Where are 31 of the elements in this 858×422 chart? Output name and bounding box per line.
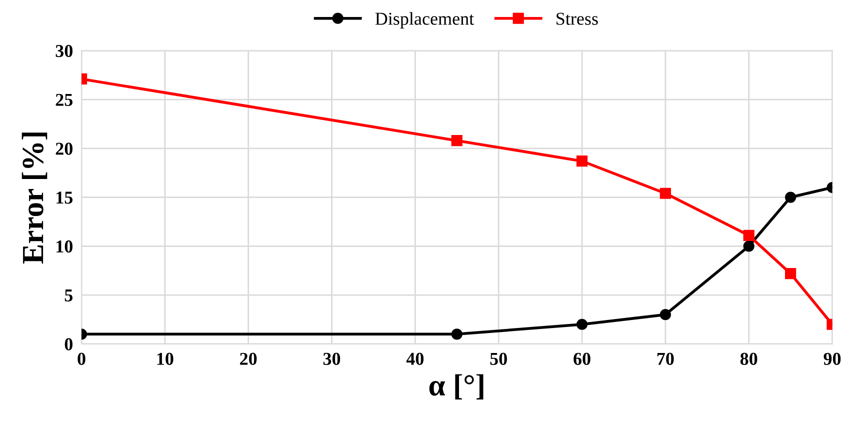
point <box>576 318 588 330</box>
point <box>451 328 462 340</box>
x-tick-label: 70 <box>657 352 674 365</box>
x-tick-label: 30 <box>323 352 340 365</box>
point <box>660 309 671 320</box>
legend-label: Displacement <box>375 12 474 29</box>
x-tick-label: 40 <box>406 352 424 365</box>
x-tick-label: 90 <box>824 352 841 365</box>
x-tick-label: 0 <box>78 352 86 365</box>
y-tick-label: 30 <box>56 44 72 58</box>
point <box>743 230 754 241</box>
x-axis-title: α [°] <box>429 374 484 400</box>
point <box>660 188 671 199</box>
point <box>451 135 462 146</box>
y-tick-label: 15 <box>56 192 73 204</box>
y-axis-title: Error [%] <box>22 132 48 264</box>
legend-label: Stress <box>556 12 598 25</box>
x-tick-label: 80 <box>740 352 758 365</box>
point <box>576 156 588 167</box>
x-tick-label: 20 <box>240 352 257 365</box>
y-tick-label: 25 <box>56 94 73 106</box>
x-tick-label: 50 <box>490 352 507 365</box>
y-tick-label: 10 <box>56 240 72 253</box>
point <box>784 268 796 280</box>
y-tick-label: 0 <box>64 338 72 350</box>
point <box>784 192 796 203</box>
x-tick-label: 10 <box>157 352 174 365</box>
y-tick-label: 5 <box>64 289 73 302</box>
point <box>743 240 754 252</box>
y-tick-label: 20 <box>56 142 72 155</box>
x-tick-label: 60 <box>574 352 590 365</box>
